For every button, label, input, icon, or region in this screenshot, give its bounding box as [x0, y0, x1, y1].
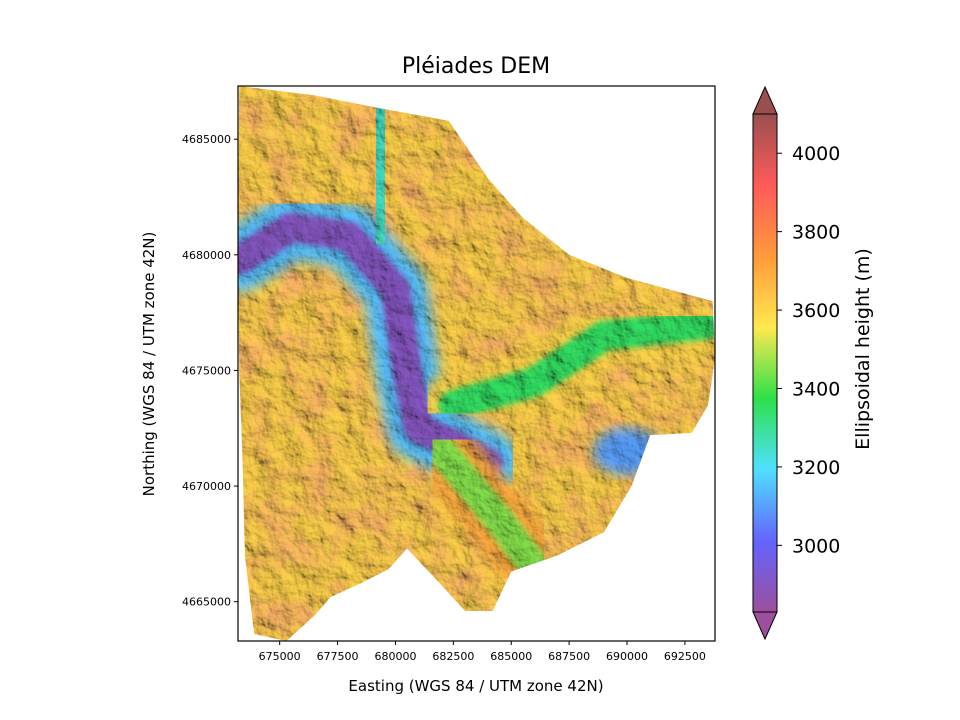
colorbar-tick-label: 3400 [792, 378, 840, 400]
x-axis: 675000 677500 680000 682500 685000 687500 6900… [259, 641, 706, 663]
colorbar-extend-max [752, 85, 778, 115]
chart-title: Pléiades DEM [402, 54, 550, 79]
colorbar-extend-min [752, 611, 778, 641]
x-tick-label: 692500 [664, 650, 706, 663]
colorbar-tick-label: 3800 [792, 222, 840, 244]
x-tick-label: 675000 [259, 650, 301, 663]
colorbar-gradient [753, 114, 777, 612]
x-tick-label: 690000 [606, 650, 648, 663]
colorbar: 3000 3200 3400 3600 3800 4000 Ellipsoidal hei… [752, 85, 874, 641]
x-tick-label: 680000 [374, 650, 416, 663]
y-tick-label: 4670000 [182, 480, 231, 493]
colorbar-tick-label: 4000 [792, 143, 840, 165]
x-axis-label: Easting (WGS 84 / UTM zone 42N) [348, 677, 603, 695]
colorbar-label: Ellipsoidal height (m) [852, 248, 874, 450]
x-tick-label: 677500 [317, 650, 359, 663]
dem-image [238, 86, 715, 641]
x-tick-label: 685000 [490, 650, 532, 663]
colorbar-tick-label: 3000 [792, 535, 840, 557]
x-tick-label: 687500 [548, 650, 590, 663]
colorbar-frame [752, 113, 778, 613]
y-axis: 4665000 4670000 4675000 4680000 4685000 [182, 133, 238, 609]
y-tick-label: 4680000 [182, 249, 231, 262]
y-tick-label: 4665000 [182, 596, 231, 609]
x-tick-label: 682500 [432, 650, 474, 663]
y-tick-label: 4685000 [182, 133, 231, 146]
colorbar-tick-label: 3600 [792, 300, 840, 322]
plot-frame [237, 85, 716, 642]
colorbar-ticks: 3000 3200 3400 3600 3800 4000 [777, 143, 840, 557]
dem-hillshade [238, 86, 715, 641]
y-tick-label: 4675000 [182, 364, 231, 377]
colorbar-tick-label: 3200 [792, 457, 840, 479]
y-axis-label: Northing (WGS 84 / UTM zone 42N) [140, 232, 158, 497]
